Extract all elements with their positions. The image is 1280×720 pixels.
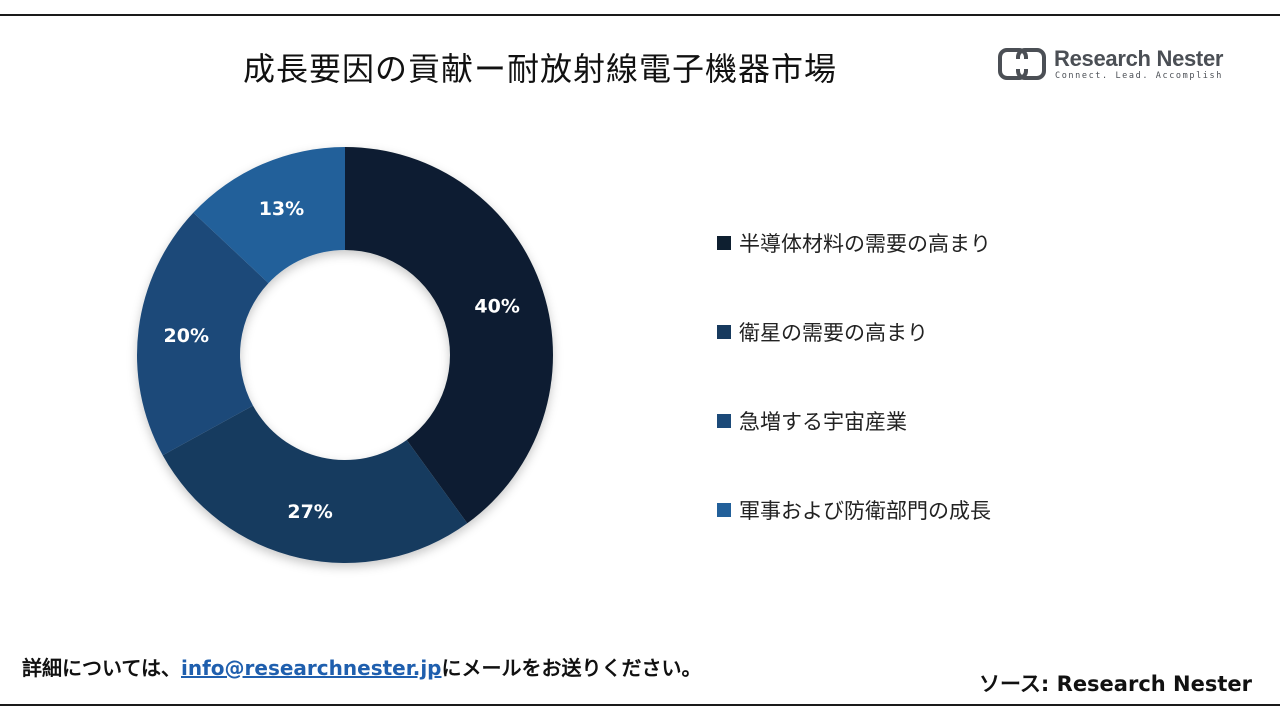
legend-label: 半導体材料の需要の高まり <box>739 232 991 256</box>
legend-item-4: 軍事および防衛部門の成長 <box>717 495 991 525</box>
donut-chart: 40% 27% 20% 13% <box>137 147 554 563</box>
footer-note-suffix: にメールをお送りください。 <box>441 656 702 680</box>
logo-tagline: Connect. Lead. Accomplish <box>1055 71 1223 81</box>
research-nester-logo-icon <box>998 48 1046 80</box>
slice-label-2: 27% <box>287 501 332 523</box>
top-rule <box>0 14 1280 16</box>
legend-item-2: 衛星の需要の高まり <box>717 317 928 347</box>
footer-note-prefix: 詳細については、 <box>22 656 181 680</box>
chart-title: 成長要因の貢献ー耐放射線電子機器市場 <box>242 50 837 88</box>
source-credit: ソース: Research Nester <box>978 672 1252 696</box>
bottom-rule <box>0 704 1280 706</box>
email-link[interactable]: info@researchnester.jp <box>181 656 442 680</box>
legend-swatch <box>717 503 731 517</box>
legend-item-1: 半導体材料の需要の高まり <box>717 228 991 258</box>
slice-label-1: 40% <box>474 296 519 318</box>
slice-label-3: 20% <box>164 325 209 347</box>
donut-slice-4 <box>193 147 345 284</box>
donut-slice-3 <box>137 212 269 456</box>
donut-slice-1 <box>345 147 554 524</box>
legend-label: 衛星の需要の高まり <box>739 321 928 345</box>
slice-label-4: 13% <box>259 198 304 220</box>
legend-label: 軍事および防衛部門の成長 <box>739 499 991 523</box>
legend-item-3: 急増する宇宙産業 <box>717 406 907 436</box>
logo-brand-name: Research Nester <box>1054 46 1224 71</box>
donut-slice-2 <box>162 405 468 563</box>
research-nester-logo: Research Nester Connect. Lead. Accomplis… <box>998 46 1238 86</box>
footer-contact-note: 詳細については、info@researchnester.jpにメールをお送りくだ… <box>22 652 702 681</box>
legend-swatch <box>717 236 731 250</box>
legend-label: 急増する宇宙産業 <box>739 410 907 434</box>
legend-swatch <box>717 414 731 428</box>
legend-swatch <box>717 325 731 339</box>
